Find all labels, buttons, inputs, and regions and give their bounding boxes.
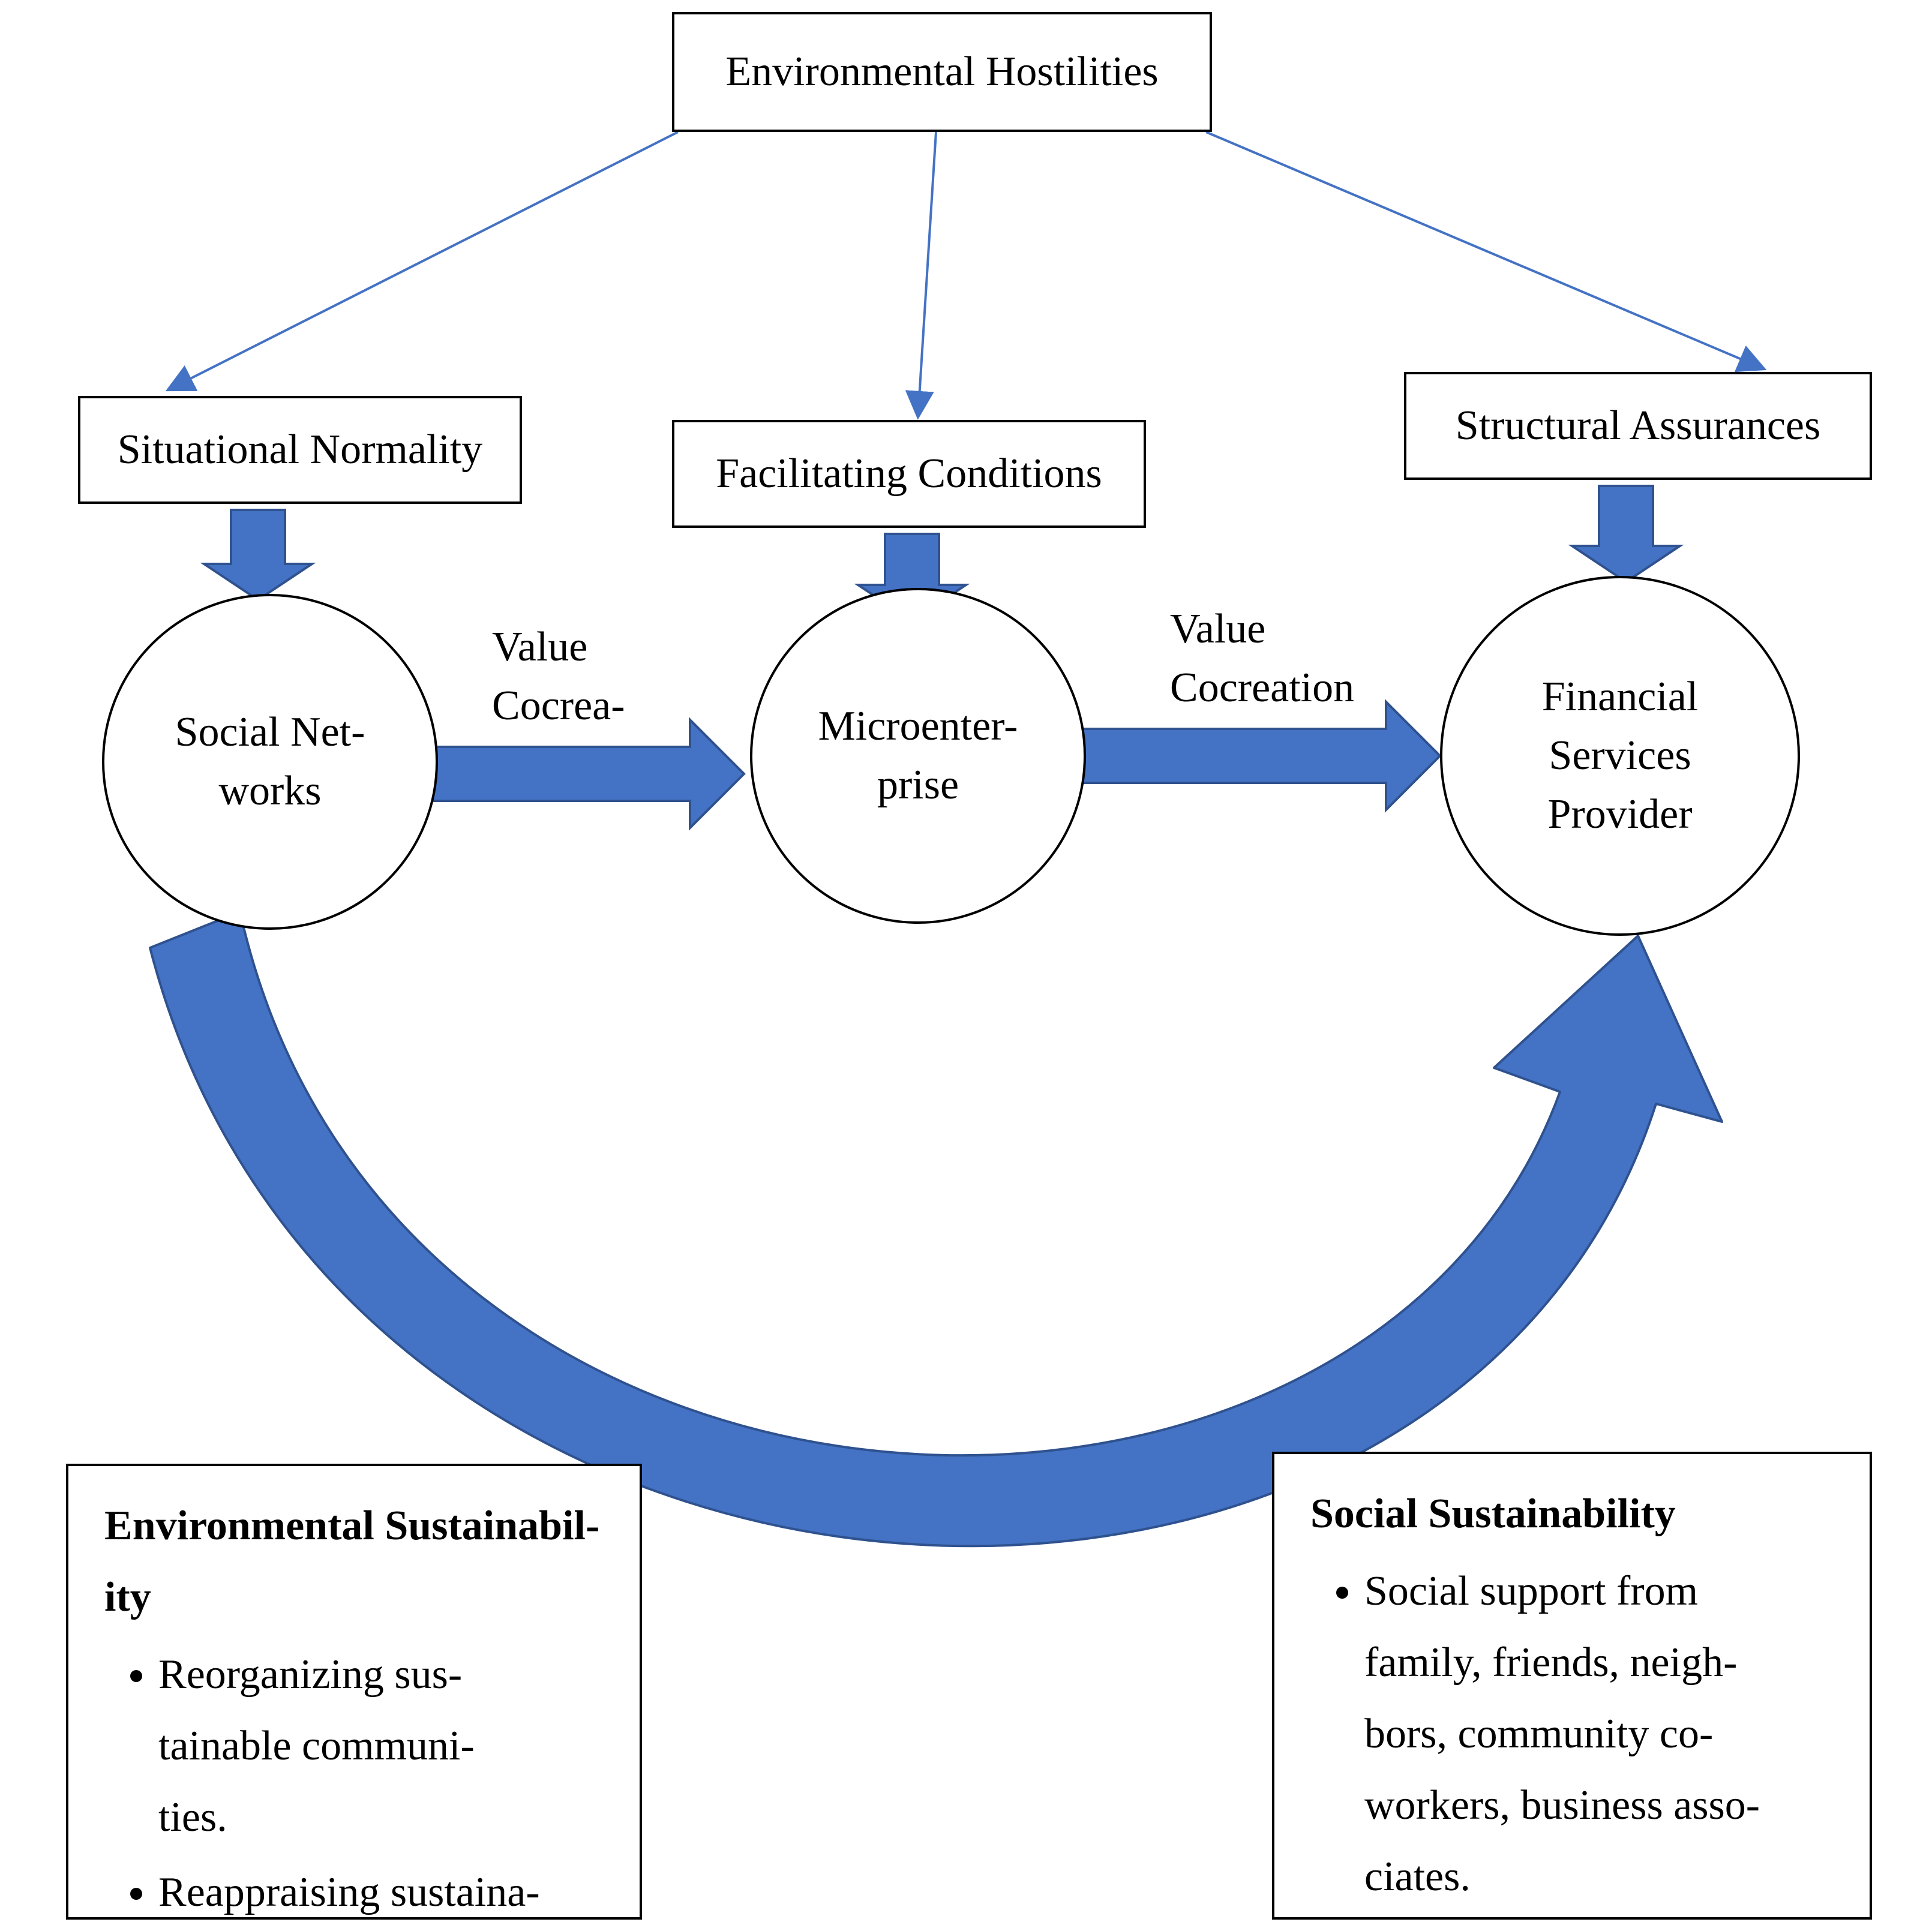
label-situational-normality: Situational Normality: [118, 424, 483, 476]
diagram-stage: Environmental Hostilities Situational No…: [0, 0, 1932, 1914]
node-microenterprise: Microenter- prise: [750, 588, 1086, 924]
list-item: Social support fromfamily, friends, neig…: [1364, 1555, 1840, 1912]
label-social-networks: Social Net- works: [175, 703, 365, 821]
thin-arrow-env-to-structural: [1206, 132, 1764, 369]
node-situational-normality: Situational Normality: [78, 396, 522, 504]
label-structural-assurances: Structural Assurances: [1456, 400, 1820, 452]
block-arrow-down-situational: [204, 510, 312, 600]
block-arrow-microent-to-finserv: [1080, 702, 1440, 810]
block-arrow-socialnet-to-microent: [432, 720, 744, 828]
panel-env-sust-list: Reorganizing sus-tainable communi-ties. …: [104, 1639, 610, 1928]
panel-social-sustainability: Social Sustainability Social support fro…: [1272, 1452, 1872, 1920]
label-financial-services-provider: Financial Services Provider: [1466, 668, 1774, 844]
panel-environmental-sustainability: Environmental Sustainabil- ity Reorganiz…: [66, 1464, 642, 1920]
list-item: Reorganizing sus-tainable communi-ties.: [158, 1639, 610, 1853]
thin-arrow-env-to-situational: [168, 132, 678, 390]
panel-env-sust-title: Environmental Sustainabil- ity: [104, 1490, 610, 1633]
list-item: Reappraising sustaina-: [158, 1857, 610, 1928]
label-environmental-hostilities: Environmental Hostilities: [725, 46, 1158, 98]
edge-label-value-cocreation-right: Value Cocreation: [1170, 600, 1422, 717]
node-social-networks: Social Net- works: [102, 594, 438, 930]
node-environmental-hostilities: Environmental Hostilities: [672, 12, 1212, 132]
block-arrow-down-structural: [1572, 486, 1680, 582]
panel-soc-sust-list: Social support fromfamily, friends, neig…: [1310, 1555, 1840, 1912]
node-facilitating-conditions: Facilitating Conditions: [672, 420, 1146, 528]
label-facilitating-conditions: Facilitating Conditions: [716, 448, 1102, 500]
label-microenterprise: Microenter- prise: [818, 697, 1018, 815]
thin-arrow-env-to-facilitating: [918, 132, 936, 417]
curved-block-arrow-socialnet-to-finserv: [150, 912, 1722, 1546]
node-structural-assurances: Structural Assurances: [1404, 372, 1872, 480]
panel-soc-sust-title: Social Sustainability: [1310, 1478, 1840, 1549]
node-financial-services-provider: Financial Services Provider: [1440, 576, 1800, 936]
edge-label-value-cocrea-left: Value Cocrea-: [492, 618, 708, 735]
